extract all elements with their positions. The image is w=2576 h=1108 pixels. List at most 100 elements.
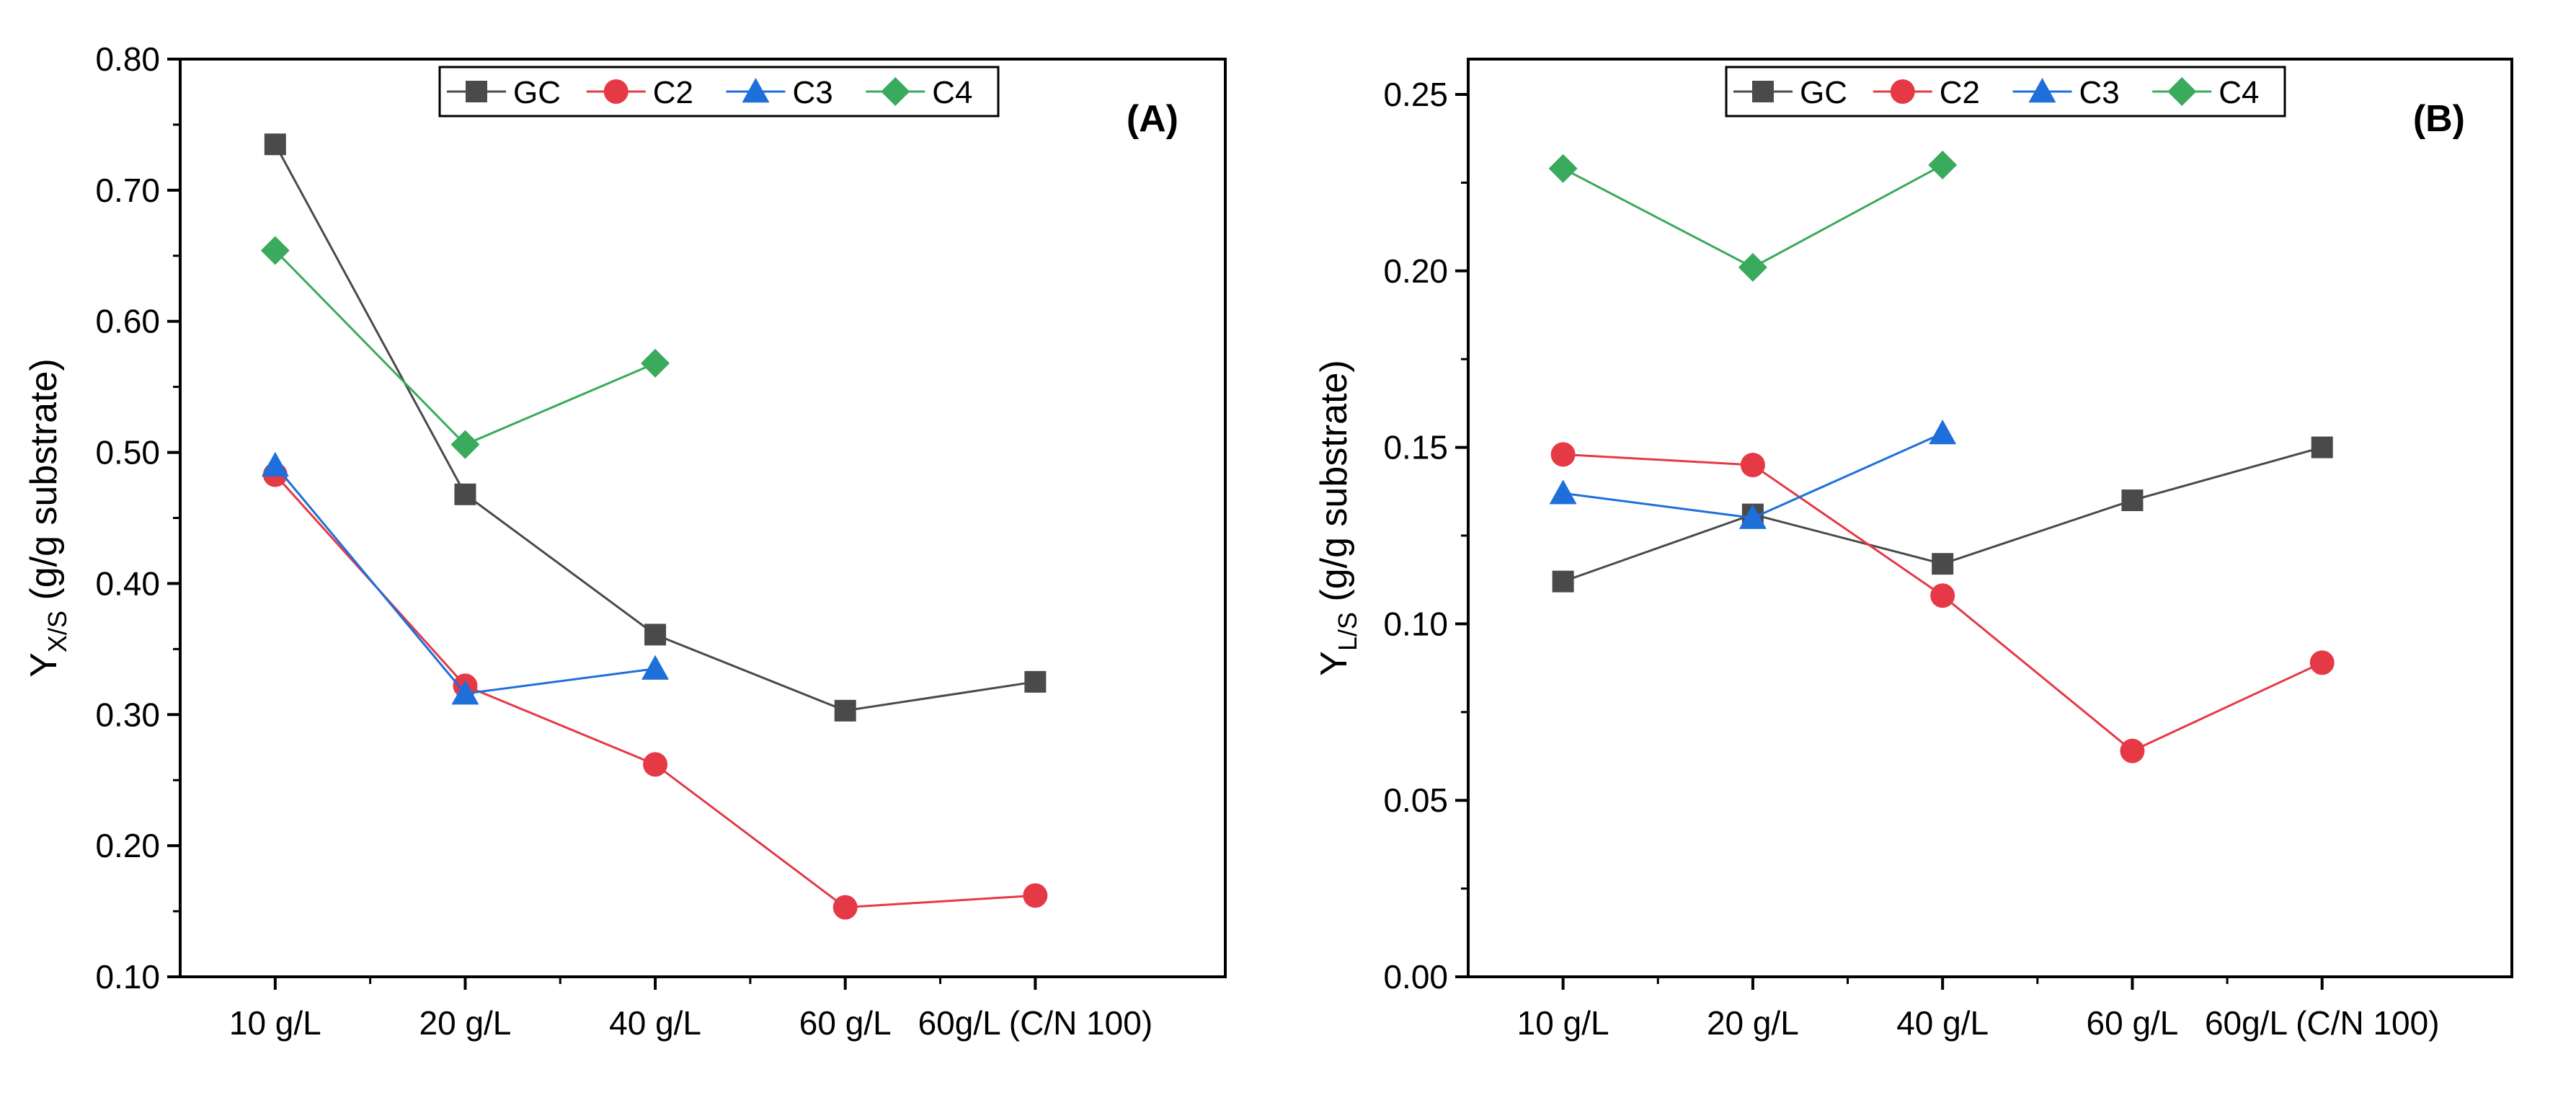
- y-axis-label-main: Y: [1313, 651, 1355, 676]
- y-tick-label: 0.10: [95, 958, 160, 996]
- x-tick-label: 60g/L (C/N 100): [918, 1004, 1153, 1042]
- data-point-c4: [1548, 154, 1578, 183]
- data-point-c3: [1549, 479, 1577, 505]
- y-tick-label: 0.20: [95, 827, 160, 864]
- legend-label: C3: [2079, 75, 2120, 110]
- plot-frame: [1467, 58, 2513, 978]
- legend-swatch-marker: [603, 79, 629, 104]
- data-point-gc: [264, 133, 286, 156]
- series-c3: [1549, 419, 1957, 529]
- plot-frame: [179, 58, 1227, 978]
- data-point-c2: [1930, 583, 1955, 608]
- legend-entry-c2: C2: [586, 75, 693, 110]
- y-axis-label: YX/S (g/g substrate): [23, 358, 72, 677]
- y-tick-label: 0.20: [1383, 252, 1448, 290]
- data-point-c4: [1738, 252, 1767, 282]
- series-line-c4: [274, 249, 656, 446]
- y-tick-label: 0.10: [1383, 605, 1448, 642]
- series-line-c2: [274, 474, 1036, 909]
- y-tick-label: 0.30: [95, 696, 160, 733]
- data-point-gc: [1552, 570, 1574, 593]
- chart-panel-b: 0.00 0.05 0.10 0.15 0.20 0.25 10 g/L 20 g/L 40 g…: [1313, 58, 2513, 1042]
- series-c2: [262, 462, 1048, 920]
- y-tick-label: 0.05: [1383, 781, 1448, 819]
- data-point-c2: [2120, 738, 2145, 763]
- data-point-gc: [1932, 553, 1954, 575]
- data-point-gc: [834, 699, 856, 722]
- series-c4: [260, 236, 670, 459]
- data-point-c3: [261, 451, 289, 477]
- series-c4: [1548, 150, 1958, 282]
- y-tick-label: 0.15: [1383, 429, 1448, 466]
- legend: GC C2 C3 C4: [1725, 66, 2286, 118]
- data-point-c4: [260, 236, 290, 265]
- y-axis-label-subscript: L/S: [1333, 612, 1362, 651]
- y-axis-label-units: (g/g substrate): [23, 358, 65, 611]
- legend-swatch-marker: [742, 78, 770, 103]
- y-axis-label-subscript: X/S: [43, 611, 72, 652]
- legend-label: C4: [932, 75, 972, 110]
- chart-panel-a: 0.10 0.20 0.30 0.40 0.50 0.60 0.70 0.80 10 g/L 20…: [23, 40, 1227, 1042]
- legend-label: C2: [653, 75, 693, 110]
- x-tick-label: 20 g/L: [1707, 1004, 1799, 1042]
- legend-swatch-marker: [2167, 77, 2197, 106]
- y-tick-label: 0.25: [1383, 76, 1448, 113]
- legend-label: GC: [1800, 75, 1847, 110]
- y-tick-label: 0.70: [95, 172, 160, 209]
- data-point-c3: [1738, 504, 1767, 529]
- data-point-c3: [451, 680, 479, 705]
- data-point-gc: [454, 483, 476, 505]
- data-point-c2: [2309, 650, 2335, 675]
- x-tick-label: 40 g/L: [609, 1004, 701, 1042]
- legend-label: C4: [2219, 75, 2259, 110]
- legend-label: GC: [513, 75, 561, 110]
- y-tick-label: 0.80: [95, 40, 160, 78]
- data-point-c2: [1740, 453, 1765, 478]
- data-point-c4: [641, 348, 670, 378]
- data-point-gc: [644, 624, 667, 646]
- data-point-c4: [450, 430, 480, 459]
- x-tick-label: 20 g/L: [419, 1004, 512, 1042]
- series-c2: [1550, 442, 2335, 763]
- x-tick-label: 60 g/L: [799, 1004, 892, 1042]
- series-gc: [264, 133, 1047, 722]
- legend-label: C3: [793, 75, 833, 110]
- x-tick-label: 60g/L (C/N 100): [2205, 1004, 2440, 1042]
- data-point-c2: [643, 752, 668, 777]
- x-tick-label: 60 g/L: [2087, 1004, 2179, 1042]
- data-point-c4: [1928, 150, 1958, 180]
- panel-label: (A): [1127, 98, 1178, 140]
- legend-entry-c2: C2: [1873, 75, 1980, 110]
- y-tick-label: 0.50: [95, 434, 160, 471]
- data-point-c3: [1929, 419, 1957, 445]
- legend-entry-gc: GC: [447, 75, 561, 110]
- legend-entry-gc: GC: [1733, 75, 1847, 110]
- legend-swatch-marker: [1752, 81, 1774, 102]
- panel-label: (B): [2413, 98, 2465, 140]
- x-tick-label: 10 g/L: [1517, 1004, 1609, 1042]
- data-point-c2: [1550, 442, 1576, 467]
- y-axis-label-units: (g/g substrate): [1313, 360, 1355, 612]
- data-point-gc: [2311, 436, 2333, 458]
- legend-entry-c4: C4: [2152, 75, 2260, 110]
- data-point-c2: [1023, 883, 1048, 908]
- y-axis-label: YL/S (g/g substrate): [1313, 360, 1362, 675]
- legend-entry-c3: C3: [2012, 75, 2120, 110]
- y-tick-label: 0.60: [95, 303, 160, 340]
- legend-swatch-marker: [1890, 79, 1915, 104]
- legend-swatch-marker: [881, 77, 910, 106]
- data-point-c2: [832, 895, 858, 920]
- legend-entry-c4: C4: [866, 75, 973, 110]
- legend-entry-c3: C3: [726, 75, 833, 110]
- y-tick-label: 0.40: [95, 564, 160, 602]
- legend-label: C2: [1940, 75, 1980, 110]
- legend: GC C2 C3 C4: [438, 66, 1000, 118]
- data-point-gc: [1024, 670, 1047, 693]
- series-line-c4: [1562, 164, 1943, 269]
- y-tick-label: 0.00: [1383, 958, 1448, 996]
- data-point-gc: [2121, 489, 2144, 512]
- series-c3: [261, 451, 670, 705]
- x-tick-label: 40 g/L: [1896, 1004, 1989, 1042]
- data-point-c3: [641, 655, 670, 680]
